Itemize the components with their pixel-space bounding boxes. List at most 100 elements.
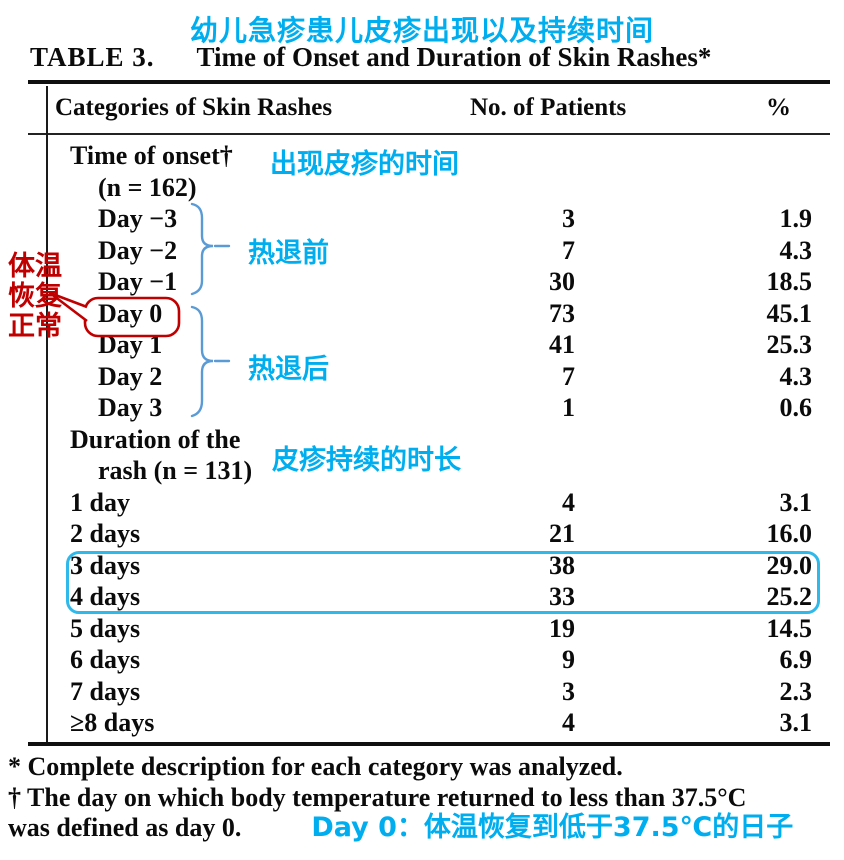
day0-annotation: Day 0：体温恢复到低于37.5℃的日子 — [311, 812, 794, 843]
table-row: Day 3 1 0.6 — [0, 392, 844, 424]
table-row: 1 day 4 3.1 — [0, 487, 844, 519]
percent-value: 25.2 — [766, 582, 813, 611]
footnote-dagger-line2: was defined as day 0. Day 0：体温恢复到低于37.5℃的… — [8, 812, 844, 844]
row-label: Duration of the — [70, 424, 241, 454]
row-label: (n = 162) — [98, 172, 197, 202]
row-label: 4 days — [70, 582, 141, 611]
percent-value: 45.1 — [766, 298, 813, 328]
percent-value — [575, 424, 812, 456]
onset-time-annotation: 出现皮疹的时间 — [270, 149, 459, 180]
percent-value: 4.3 — [779, 235, 813, 265]
footnote-dagger-line2-text: was defined as day 0. — [8, 813, 242, 842]
table-number: TABLE 3. — [30, 42, 155, 72]
footnote-asterisk: * Complete description for each category… — [8, 752, 623, 781]
row-label: 6 days — [70, 645, 141, 674]
temp-normal-line: 恢复 — [8, 281, 62, 312]
top-rule — [28, 80, 830, 84]
temp-normal-line: 体温 — [8, 251, 62, 282]
table-row: 3 days 38 29.0 — [0, 550, 844, 582]
table-caption: TABLE 3. Time of Onset and Duration of Sk… — [30, 42, 711, 73]
row-label: 2 days — [70, 519, 141, 548]
row-label: Day −1 — [98, 267, 178, 296]
patients-value: 38 — [549, 550, 575, 580]
patients-value: 3 — [562, 676, 575, 706]
row-label: Day −2 — [98, 235, 178, 265]
table-row: Time of onset† — [0, 140, 844, 172]
table-row: Day 1 41 25.3 — [0, 329, 844, 361]
patients-value: 33 — [549, 582, 575, 611]
patients-value: 4 — [562, 708, 575, 737]
row-label: ≥8 days — [70, 708, 155, 737]
patients-value: 4 — [562, 487, 575, 517]
patients-value: 30 — [549, 267, 575, 296]
header-rule — [28, 133, 830, 135]
row-label: 7 days — [70, 676, 141, 706]
table-row: Duration of the — [0, 424, 844, 456]
caption-text: Time of Onset and Duration of Skin Rashe… — [196, 42, 712, 72]
highlight-box-3-4-days — [66, 551, 820, 614]
table-row: Day −1 30 18.5 — [0, 266, 844, 298]
duration-annotation: 皮疹持续的时长 — [272, 445, 461, 476]
patients-value: 41 — [549, 330, 575, 359]
percent-value: 6.9 — [779, 645, 813, 674]
table-row: 4 days 33 25.2 — [0, 581, 844, 613]
patients-value: 1 — [562, 393, 575, 422]
row-label: 1 day — [70, 487, 130, 517]
row-label: Day 0 — [98, 298, 163, 328]
patients-value: 3 — [562, 204, 575, 233]
chinese-title: 幼儿急疹患儿皮疹出现以及持续时间 — [189, 14, 654, 47]
bottom-rule — [28, 742, 830, 746]
table-row: Day −2 7 4.3 — [0, 235, 844, 267]
patients-value: 9 — [562, 645, 575, 674]
footnote-dagger-line1: † The day on which body temperature retu… — [8, 782, 747, 812]
table-row: 6 days 9 6.9 — [0, 644, 844, 676]
table-row: 7 days 3 2.3 — [0, 676, 844, 708]
percent-value: 14.5 — [766, 613, 813, 643]
row-label: 3 days — [70, 550, 141, 580]
patients-value: 73 — [549, 298, 575, 328]
percent-value: 3.1 — [779, 708, 813, 737]
table-row: 2 days 21 16.0 — [0, 518, 844, 550]
col-header-categories: Categories of Skin Rashes — [55, 94, 333, 121]
table-row: Day 2 7 4.3 — [0, 361, 844, 393]
temp-normal-annotation: 体温 恢复 正常 — [8, 252, 62, 342]
after-defervescence-label: 热退后 — [248, 354, 329, 385]
row-label: Day 3 — [98, 393, 163, 422]
percent-value: 29.0 — [766, 550, 813, 580]
percent-value: 25.3 — [766, 330, 813, 359]
row-label: rash (n = 131) — [98, 456, 253, 485]
table-row: rash (n = 131) — [0, 455, 844, 487]
table-left-border — [46, 86, 48, 745]
temp-normal-line: 正常 — [8, 311, 62, 342]
patients-value: 21 — [549, 519, 575, 548]
percent-value: 4.3 — [779, 361, 813, 391]
table-body: Time of onset† (n = 162) Day −3 3 1.9 Day −2 7… — [0, 140, 844, 739]
percent-value: 1.9 — [779, 204, 813, 233]
patients-value: 7 — [562, 235, 575, 265]
percent-value — [575, 172, 812, 204]
row-label: 5 days — [70, 613, 141, 643]
patients-value: 7 — [562, 361, 575, 391]
row-label: Day −3 — [98, 204, 178, 233]
before-defervescence-label: 热退前 — [248, 238, 329, 269]
percent-value: 3.1 — [779, 487, 813, 517]
percent-value — [575, 455, 812, 487]
footnotes: * Complete description for each category… — [8, 752, 844, 844]
table-row: 5 days 19 14.5 — [0, 613, 844, 645]
table-row: Day 0 73 45.1 — [0, 298, 844, 330]
col-header-percent: % — [766, 94, 791, 121]
table-row: ≥8 days 4 3.1 — [0, 707, 844, 739]
row-label: Day 2 — [98, 361, 163, 391]
patients-value: 19 — [549, 613, 575, 643]
percent-value: 16.0 — [766, 519, 813, 548]
table-row: Day −3 3 1.9 — [0, 203, 844, 235]
col-header-patients: No. of Patients — [470, 94, 627, 121]
percent-value — [575, 140, 812, 172]
row-label: Time of onset† — [70, 141, 233, 170]
table-row: (n = 162) — [0, 172, 844, 204]
percent-value: 0.6 — [779, 393, 813, 422]
percent-value: 18.5 — [766, 267, 813, 296]
percent-value: 2.3 — [779, 676, 813, 706]
row-label: Day 1 — [98, 330, 163, 359]
